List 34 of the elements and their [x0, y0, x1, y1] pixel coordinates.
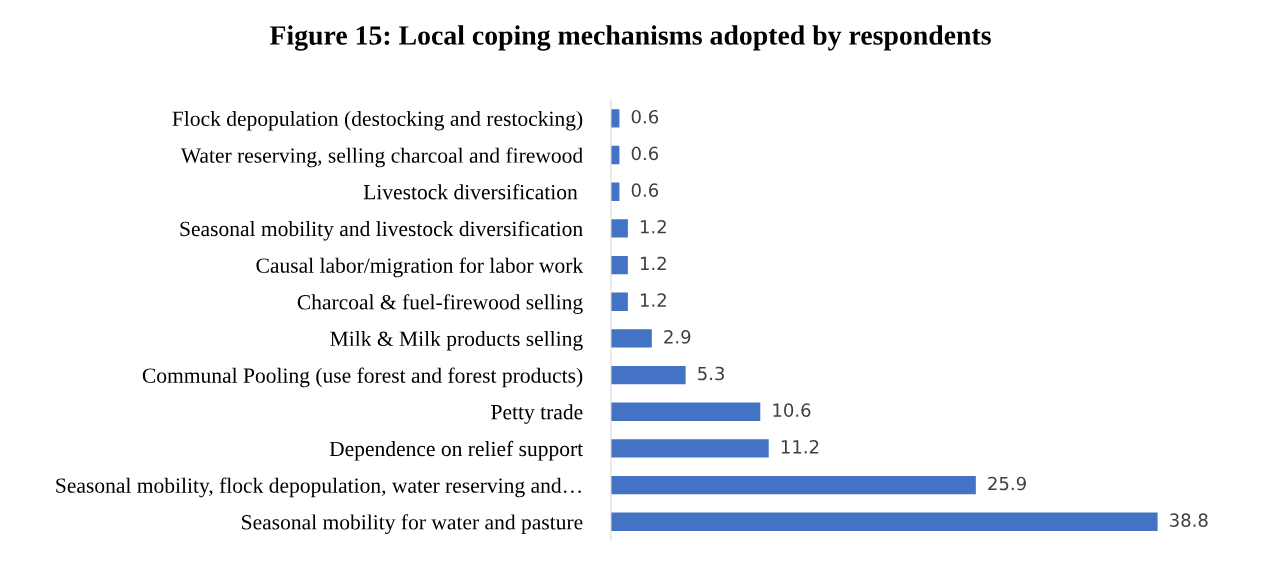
data-label: 2.9	[664, 329, 691, 344]
bar	[610, 292, 628, 311]
y-tick-label: Water reserving, selling charcoal and firewood	[180, 147, 583, 168]
data-label: 10.6	[773, 403, 811, 417]
y-tick-label: Charcoal & fuel-firewood selling	[297, 294, 583, 314]
data-label: 38.8	[1170, 513, 1208, 527]
data-label: 1.2	[640, 293, 666, 307]
bar	[610, 512, 1158, 531]
data-label: 25.9	[988, 476, 1026, 491]
y-tick-label: Communal Pooling (use forest and forest products)	[142, 367, 583, 388]
y-tick-label: Seasonal mobility and livestock diversification	[180, 220, 583, 241]
bar	[610, 475, 976, 495]
y-tick-label: Causal labor/migration for labor work	[256, 257, 584, 278]
data-label: 0.6	[631, 109, 659, 124]
bar	[610, 255, 628, 275]
bar	[610, 329, 652, 348]
y-tick-label: Livestock diversification	[363, 184, 578, 200]
bar	[610, 365, 686, 385]
data-label: 1.2	[640, 256, 666, 271]
y-tick-label: Seasonal mobility for water and pasture	[242, 514, 583, 534]
data-label: 5.3	[698, 366, 724, 381]
y-tick-label: Milk & Milk products selling	[330, 330, 583, 351]
data-label: 0.6	[631, 146, 659, 161]
bar	[610, 219, 628, 238]
y-tick-label: Petty trade	[491, 404, 583, 424]
data-label: 11.2	[781, 439, 819, 454]
y-tick-label: Dependence on relief support	[329, 440, 584, 461]
bar	[610, 439, 769, 458]
y-tick-label: Seasonal mobility, flock depopulation, water reserving and…	[56, 477, 581, 498]
data-label: 0.6	[631, 183, 659, 197]
bar	[610, 402, 761, 421]
chart-title: Figure 15: Local coping mechanisms adopted by respondents	[269, 25, 991, 51]
y-tick-label: Flock depopulation (destocking and restocking)	[172, 110, 583, 131]
data-label: 1.2	[640, 219, 666, 234]
